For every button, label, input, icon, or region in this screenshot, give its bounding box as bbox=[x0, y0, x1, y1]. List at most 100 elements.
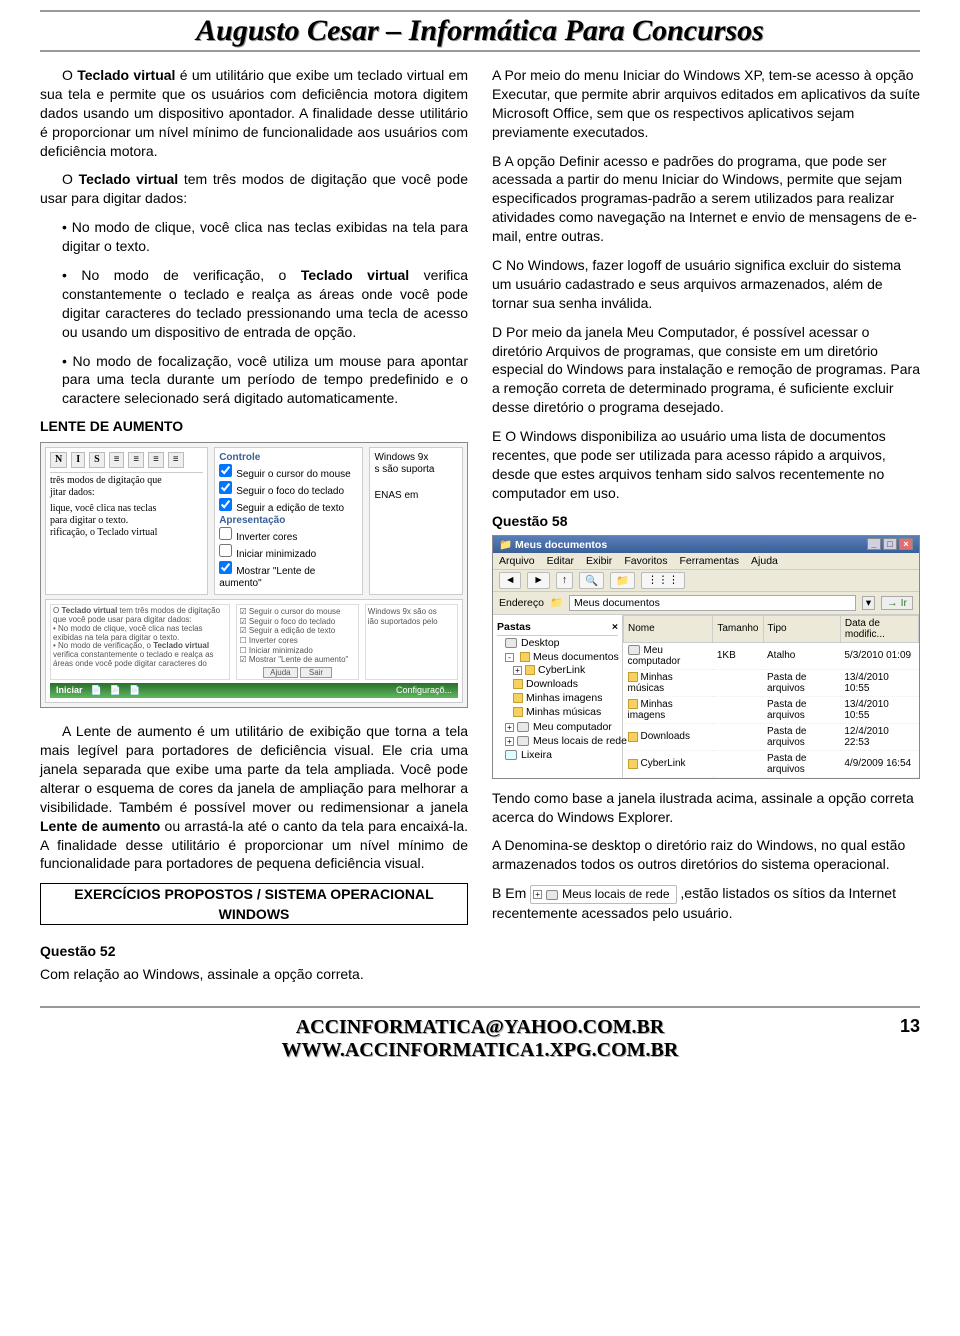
q58-label: Questão 58 bbox=[492, 513, 920, 529]
cell: Atalho bbox=[763, 642, 840, 669]
tree-item: Meus locais de rede bbox=[533, 735, 627, 747]
footer-email: ACCINFORMATICA@YAHOO.COM.BR bbox=[40, 1016, 920, 1039]
tree-header: Pastas bbox=[497, 621, 531, 633]
fwd-icon: ► bbox=[527, 572, 549, 589]
addr-label: Endereço bbox=[499, 597, 544, 609]
q58-instruction: Tendo como base a janela ilustrada acima… bbox=[492, 789, 920, 827]
menu-item: Favoritos bbox=[624, 555, 667, 567]
explorer-window: 📁 Meus documentos _□× Arquivo Editar Exi… bbox=[492, 535, 920, 779]
title: Meus documentos bbox=[515, 539, 607, 551]
cell: Pasta de arquivos bbox=[763, 669, 840, 696]
menu-item: Editar bbox=[547, 555, 574, 567]
ft: três modos de digitação que bbox=[50, 475, 203, 487]
lbl: Iniciar minimizado bbox=[236, 549, 316, 560]
page-footer: ACCINFORMATICA@YAHOO.COM.BR WWW.ACCINFOR… bbox=[40, 1006, 920, 1062]
opt-b: B A opção Definir acesso e padrões do pr… bbox=[492, 152, 920, 246]
tb: ≡ bbox=[168, 452, 184, 468]
cb bbox=[219, 544, 232, 557]
opt-c: C No Windows, fazer logoff de usuário si… bbox=[492, 256, 920, 313]
ft: Windows 9x bbox=[374, 452, 458, 464]
tree-item: CyberLink bbox=[538, 664, 585, 676]
t: O bbox=[62, 171, 79, 187]
tb: I bbox=[71, 452, 85, 468]
bold: Teclado virtual bbox=[301, 267, 409, 283]
ft: jitar dados: bbox=[50, 487, 203, 499]
col-header: Tamanho bbox=[713, 615, 763, 642]
window-buttons: _□× bbox=[867, 538, 913, 550]
q52-label: Questão 52 bbox=[40, 943, 468, 959]
bold: Lente de aumento bbox=[40, 818, 160, 834]
t: A Lente de aumento é um utilitário de ex… bbox=[40, 723, 468, 815]
address-input bbox=[569, 595, 856, 611]
lbl: Seguir a edição de texto bbox=[236, 503, 344, 514]
cb bbox=[219, 498, 232, 511]
table-row: CyberLink Pasta de arquivos4/9/2009 16:54 bbox=[624, 750, 919, 777]
heading-lente: LENTE DE AUMENTO bbox=[40, 418, 468, 434]
q52-text: Com relação ao Windows, assinale a opção… bbox=[40, 965, 468, 984]
col-header: Tipo bbox=[763, 615, 840, 642]
tree-toggle: + bbox=[505, 723, 514, 732]
lbl: Seguir o foco do teclado bbox=[236, 486, 344, 497]
cell: Pasta de arquivos bbox=[763, 696, 840, 723]
page-header: Augusto Cesar – Informática Para Concurs… bbox=[40, 10, 920, 52]
opt-a: A Por meio do menu Iniciar do Windows XP… bbox=[492, 66, 920, 142]
cell: 13/4/2010 10:55 bbox=[840, 696, 918, 723]
col-header: Nome bbox=[624, 615, 713, 642]
tree-item: Meus documentos bbox=[533, 651, 619, 663]
max-icon: □ bbox=[883, 538, 897, 550]
tb: N bbox=[50, 452, 67, 468]
t: WINDOWS bbox=[40, 904, 468, 925]
cell: CyberLink bbox=[641, 758, 686, 769]
bullet-3: No modo de focalização, você utiliza um … bbox=[62, 352, 468, 409]
right-column: A Por meio do menu Iniciar do Windows XP… bbox=[492, 66, 920, 994]
table-row: Minhas músicasPasta de arquivos13/4/2010… bbox=[624, 669, 919, 696]
para-teclado-intro: O Teclado virtual é um utilitário que ex… bbox=[40, 66, 468, 160]
page-number: 13 bbox=[900, 1016, 920, 1037]
tb: ≡ bbox=[109, 452, 125, 468]
menu-item: Exibir bbox=[586, 555, 612, 567]
tree-item: Lixeira bbox=[521, 749, 552, 761]
cell: 12/4/2010 22:53 bbox=[840, 723, 918, 750]
opt-e: E O Windows disponibiliza ao usuário uma… bbox=[492, 427, 920, 503]
table-row: Minhas imagensPasta de arquivos13/4/2010… bbox=[624, 696, 919, 723]
file-list: Nome Tamanho Tipo Data de modific... Meu… bbox=[623, 615, 919, 778]
bullet-1: No modo de clique, você clica nas teclas… bbox=[62, 218, 468, 256]
figure-magnifier: N I S ≡ ≡ ≡ ≡ três modos de digitação qu… bbox=[40, 442, 468, 708]
fake-toolbar: N I S ≡ ≡ ≡ ≡ bbox=[50, 452, 203, 468]
ft: para digitar o texto. bbox=[50, 515, 203, 527]
cell: 5/3/2010 01:09 bbox=[840, 642, 918, 669]
back-icon: ◄ bbox=[499, 572, 521, 589]
cb bbox=[219, 481, 232, 494]
lbl: Mostrar "Lente de aumento" bbox=[219, 566, 315, 589]
go-button: → Ir bbox=[881, 596, 913, 610]
grp: Apresentação bbox=[219, 515, 358, 527]
cell bbox=[713, 750, 763, 777]
close-icon: × bbox=[899, 538, 913, 550]
cb bbox=[219, 561, 232, 574]
menu-item: Ferramentas bbox=[680, 555, 740, 567]
bold: Teclado virtual bbox=[79, 171, 179, 187]
tree-toggle: - bbox=[505, 653, 514, 662]
lbl: Seguir o cursor do mouse bbox=[236, 469, 351, 480]
inline-network-places-chip: +Meus locais de rede bbox=[530, 885, 676, 903]
tree-toggle: + bbox=[513, 666, 522, 675]
tb: ≡ bbox=[148, 452, 164, 468]
cb bbox=[219, 464, 232, 477]
t: O bbox=[62, 67, 77, 83]
toolbar: ◄ ► ↑ 🔍 📁 ⋮⋮⋮ bbox=[493, 569, 919, 591]
col-header: Data de modific... bbox=[840, 615, 918, 642]
titlebar: 📁 Meus documentos _□× bbox=[493, 536, 919, 553]
views-icon: ⋮⋮⋮ bbox=[641, 572, 685, 589]
cell: 4/9/2009 16:54 bbox=[840, 750, 918, 777]
tree-toggle: + bbox=[505, 737, 514, 746]
min-icon: _ bbox=[867, 538, 881, 550]
t: Meus locais de rede bbox=[562, 886, 669, 902]
cell: Pasta de arquivos bbox=[763, 750, 840, 777]
main-columns: O Teclado virtual é um utilitário que ex… bbox=[40, 66, 920, 994]
cell bbox=[713, 696, 763, 723]
tb: ≡ bbox=[128, 452, 144, 468]
folder-tree: Pastas× Desktop -Meus documentos +CyberL… bbox=[493, 615, 623, 778]
t: No modo de verificação, o bbox=[81, 267, 300, 283]
tree-item: Downloads bbox=[526, 678, 578, 690]
para-teclado-modes: O Teclado virtual tem três modos de digi… bbox=[40, 170, 468, 208]
